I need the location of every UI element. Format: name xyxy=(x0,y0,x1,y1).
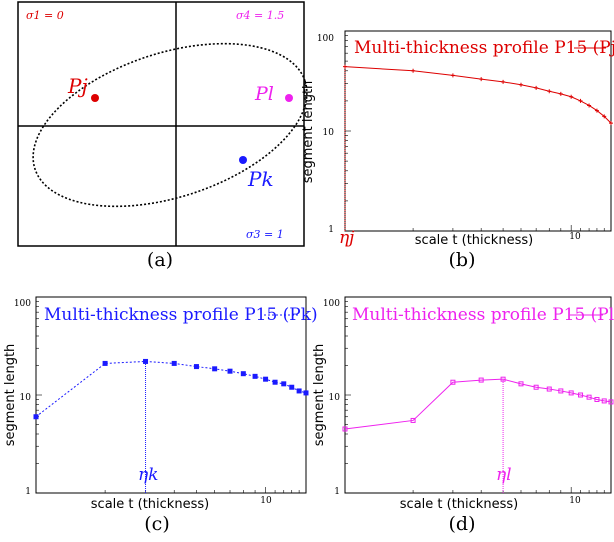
data-point xyxy=(500,376,506,382)
xtick-d-10: 10 xyxy=(569,496,581,506)
data-point xyxy=(263,376,269,382)
panel-b-frame xyxy=(344,30,612,232)
data-point xyxy=(450,73,455,78)
ytick-b-10: 10 xyxy=(323,128,335,138)
ytick-d-1: 1 xyxy=(334,487,340,497)
data-point xyxy=(586,394,592,400)
caption-d: (d) xyxy=(449,513,476,535)
xlabel-d: scale t (thickness) xyxy=(400,497,518,512)
pk-label: Pk xyxy=(247,167,274,191)
noisy-contour xyxy=(32,42,308,208)
data-point xyxy=(601,398,607,404)
data-point xyxy=(558,91,563,96)
data-point xyxy=(410,417,416,423)
panel-a: σ1 = 0 σ4 = 1.5 σ3 = 1 Pj Pl Pk (a) xyxy=(17,1,308,271)
data-point xyxy=(252,373,258,379)
pl-label: Pl xyxy=(254,83,274,105)
data-point xyxy=(602,114,607,119)
ytick-c-10: 10 xyxy=(20,393,32,403)
legend-d-text: Multi-thickness profile P15 (Pl) xyxy=(352,305,614,325)
data-point xyxy=(609,121,613,126)
eta-j-label: ηj xyxy=(339,228,355,248)
panel-b: segment length scale t (thickness) 1 10 … xyxy=(301,30,614,271)
caption-b: (b) xyxy=(449,249,476,271)
data-point xyxy=(478,377,484,383)
data-point xyxy=(303,390,309,396)
eta-l-label: ηl xyxy=(496,465,512,485)
ytick-c-100: 100 xyxy=(14,299,31,309)
data-point xyxy=(594,396,600,402)
xtick-b-10: 10 xyxy=(569,232,581,242)
series-line xyxy=(344,378,612,430)
data-point xyxy=(212,366,218,372)
legend-b-text: Multi-thickness profile P15 (Pj) xyxy=(354,38,614,58)
sigma4-label: σ4 = 1.5 xyxy=(236,9,284,22)
data-point xyxy=(578,392,584,398)
data-point xyxy=(479,77,484,82)
caption-a: (a) xyxy=(147,249,173,271)
data-point xyxy=(533,384,539,390)
data-point xyxy=(518,82,523,87)
ytick-b-100: 100 xyxy=(317,34,334,44)
data-point xyxy=(558,388,564,394)
data-point xyxy=(296,388,302,394)
data-point xyxy=(411,68,416,73)
data-point xyxy=(240,371,246,377)
point-pk xyxy=(239,156,247,164)
data-point xyxy=(569,94,574,99)
data-point xyxy=(518,381,524,387)
caption-c: (c) xyxy=(144,513,169,535)
eta-k-label: ηk xyxy=(138,465,159,485)
data-point xyxy=(171,360,177,366)
data-point xyxy=(343,64,347,69)
xlabel-c: scale t (thickness) xyxy=(91,497,209,512)
pj-label: Pj xyxy=(67,74,88,98)
data-point xyxy=(450,379,456,385)
panel-a-frame xyxy=(17,1,305,247)
ylabel-d: segment length xyxy=(312,344,327,447)
sigma3-label: σ3 = 1 xyxy=(246,228,284,241)
panel-c: segment length scale t (thickness) 1 10 … xyxy=(3,296,318,535)
data-point xyxy=(578,98,583,103)
ylabel-b: segment length xyxy=(301,81,316,184)
data-point xyxy=(608,399,614,405)
data-point xyxy=(594,108,599,113)
data-point xyxy=(33,414,39,420)
ylabel-c: segment length xyxy=(3,344,18,447)
xtick-c-10: 10 xyxy=(260,496,272,506)
data-point xyxy=(193,364,199,370)
data-point xyxy=(568,390,574,396)
data-point xyxy=(546,386,552,392)
point-pl xyxy=(285,94,293,102)
data-point xyxy=(534,85,539,90)
data-point xyxy=(342,426,348,432)
panel-d: segment length scale t (thickness) 1 10 … xyxy=(312,296,614,535)
ytick-b-1: 1 xyxy=(328,225,334,235)
data-point xyxy=(143,358,149,364)
panel-c-frame xyxy=(35,296,307,494)
data-point xyxy=(587,103,592,108)
ytick-d-10: 10 xyxy=(329,393,341,403)
data-point xyxy=(272,379,278,385)
data-point xyxy=(501,79,506,84)
point-pj xyxy=(91,94,99,102)
data-point xyxy=(102,360,108,366)
data-point xyxy=(281,381,287,387)
ytick-d-100: 100 xyxy=(323,299,340,309)
legend-c-text: Multi-thickness profile P15 (Pk) xyxy=(44,305,318,325)
data-point xyxy=(227,368,233,374)
sigma1-label: σ1 = 0 xyxy=(26,9,64,22)
data-point xyxy=(547,89,552,94)
xlabel-b: scale t (thickness) xyxy=(415,233,533,248)
ytick-c-1: 1 xyxy=(25,487,31,497)
data-point xyxy=(289,384,295,390)
series-line xyxy=(35,360,307,418)
